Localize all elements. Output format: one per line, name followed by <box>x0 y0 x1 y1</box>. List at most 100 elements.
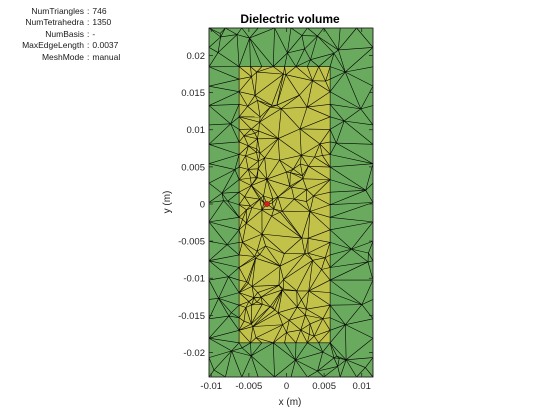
mesh-edge <box>262 303 271 308</box>
mesh-edge <box>208 91 240 106</box>
mesh-edge <box>236 34 240 67</box>
mesh-edge <box>254 73 284 96</box>
mesh-edge <box>259 254 281 267</box>
mesh-info-value: 1350 <box>92 17 112 28</box>
mesh-edge <box>307 334 310 343</box>
mesh-edge <box>208 350 232 358</box>
mesh-edge <box>251 128 256 134</box>
mesh-edge <box>302 178 308 190</box>
mesh-edge <box>238 116 252 130</box>
mesh-edge <box>208 276 229 281</box>
mesh-edge <box>330 66 346 73</box>
mesh-edge <box>208 298 219 300</box>
mesh-edge <box>299 128 321 145</box>
mesh-edge <box>261 289 283 298</box>
mesh-edge <box>259 245 266 255</box>
mesh-edge <box>329 229 352 250</box>
mesh-edge <box>259 121 279 139</box>
mesh-edge <box>227 191 240 202</box>
mesh-edge <box>250 342 252 356</box>
mesh-edge <box>322 318 331 331</box>
mesh-edge <box>294 198 307 202</box>
mesh-edge <box>238 281 247 293</box>
mesh-edge <box>228 276 240 293</box>
mesh-edge <box>290 27 303 36</box>
mesh-edge <box>304 238 309 254</box>
mesh-edge <box>276 94 300 106</box>
mesh-edge <box>304 252 308 255</box>
mesh-edge <box>329 120 345 130</box>
mesh-edge <box>346 359 366 368</box>
mesh-edge <box>208 244 228 261</box>
mesh-edge <box>367 261 374 281</box>
mesh-edge <box>344 120 374 126</box>
mesh-edge <box>234 166 240 170</box>
mesh-edge <box>256 66 274 73</box>
mesh-edge <box>279 154 302 161</box>
mesh-edge <box>243 135 249 146</box>
mesh-edge <box>208 357 215 371</box>
mesh-edge <box>221 191 240 194</box>
mesh-edge <box>308 290 331 293</box>
chart-title: Dielectric volume <box>240 12 340 26</box>
mesh-edge <box>274 27 288 54</box>
mesh-edge <box>245 155 259 162</box>
mesh-edge <box>272 306 276 311</box>
mesh-edge <box>284 52 288 67</box>
mesh-edge <box>289 320 301 331</box>
mesh-edge <box>218 298 230 317</box>
mesh-edge <box>238 135 245 143</box>
mesh-edge <box>329 342 347 360</box>
mesh-edge <box>264 138 279 159</box>
mesh-edge <box>259 108 282 123</box>
mesh-edge <box>226 244 240 256</box>
mesh-edge <box>238 204 247 211</box>
mesh-edge <box>279 159 287 173</box>
mesh-edge <box>208 337 240 344</box>
mesh-edge <box>251 76 256 96</box>
mesh-edge <box>246 258 256 282</box>
mesh-edge <box>290 172 303 180</box>
mesh-edge <box>251 258 256 287</box>
mesh-edge <box>307 335 315 344</box>
mesh-edge <box>221 193 224 201</box>
mesh-edge <box>254 72 258 96</box>
mesh-edge <box>255 324 283 339</box>
mesh-edge <box>306 308 324 319</box>
mesh-edge <box>213 350 232 371</box>
mesh-edge <box>307 211 311 239</box>
mesh-edge <box>266 171 287 180</box>
mesh-edge <box>260 296 263 305</box>
mesh-edge <box>308 269 322 292</box>
mesh-edge <box>228 312 232 317</box>
y-tick-label: -0.015 <box>178 311 205 322</box>
mesh-edge <box>322 154 331 156</box>
mesh-edge <box>317 357 335 372</box>
mesh-edge <box>242 219 247 224</box>
mesh-edge <box>277 312 283 325</box>
mesh-info-panel: NumTriangles:746 NumTetrahedra:1350 NumB… <box>0 6 120 63</box>
mesh-edge <box>314 155 323 158</box>
mesh-edge <box>208 141 240 145</box>
mesh-edge <box>345 47 374 73</box>
mesh-edge <box>285 74 300 96</box>
mesh-edge <box>329 317 346 325</box>
mesh-edge <box>272 27 275 67</box>
mesh-edge <box>256 148 261 154</box>
mesh-edge <box>249 27 275 39</box>
mesh-edge <box>290 359 296 378</box>
mesh-edge <box>241 347 252 357</box>
mesh-edge <box>285 74 313 81</box>
mesh-edge <box>223 200 240 218</box>
mesh-edge <box>262 233 302 239</box>
mesh-edge <box>286 329 301 333</box>
mesh-edge <box>280 108 301 130</box>
mesh-edge <box>278 306 298 314</box>
mesh-edge <box>333 49 339 54</box>
mesh-edge <box>256 71 284 75</box>
mesh-edge <box>278 138 302 156</box>
mesh-edge <box>313 335 319 344</box>
mesh-edge <box>248 145 257 153</box>
mesh-edge <box>238 91 248 107</box>
mesh-edge <box>330 216 374 223</box>
